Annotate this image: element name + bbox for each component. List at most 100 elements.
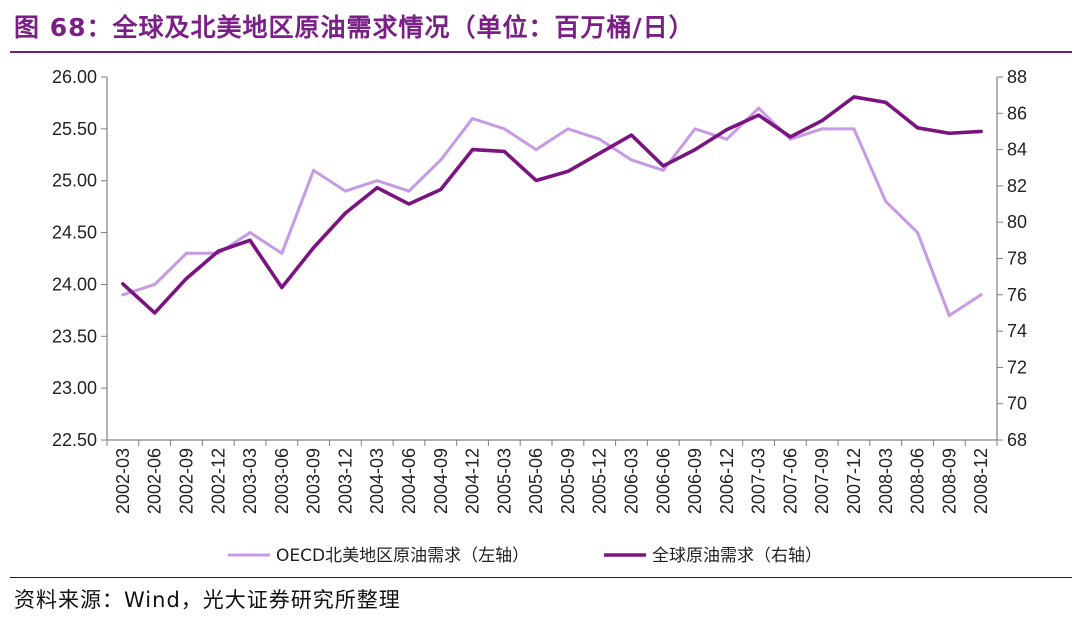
data-point <box>757 106 761 110</box>
title-rule <box>10 51 1072 53</box>
x-axis-ticks: 2002-03 2002-06 2002-09 2002-12 2003-03 2003-… <box>106 440 998 514</box>
x-tick-label: 2002-03 <box>113 448 133 514</box>
data-point <box>629 158 633 162</box>
x-tick-label: 2005-06 <box>526 448 546 514</box>
x-tick-label: 2007-03 <box>749 448 769 514</box>
x-tick-label: 2002-06 <box>145 448 165 514</box>
x-tick-label: 2005-03 <box>494 448 514 514</box>
series-points-1 <box>121 95 983 315</box>
chart-legend: OECD北美地区原油需求（左轴） 全球原油需求（右轴） <box>228 546 822 566</box>
right-tick-label: 76 <box>1007 285 1027 305</box>
data-point <box>439 158 443 162</box>
data-point <box>725 128 729 132</box>
x-tick-label: 2006-06 <box>653 448 673 514</box>
data-point <box>248 238 252 242</box>
data-point <box>725 137 729 141</box>
data-point <box>947 314 951 318</box>
data-point <box>884 199 888 203</box>
x-tick-label: 2004-06 <box>399 448 419 514</box>
left-tick-label: 24.00 <box>52 274 97 294</box>
x-tick-label: 2004-12 <box>463 448 483 514</box>
x-tick-label: 2007-06 <box>780 448 800 514</box>
x-tick-label: 2004-03 <box>367 448 387 514</box>
right-tick-label: 80 <box>1007 212 1027 232</box>
right-tick-label: 78 <box>1007 249 1027 269</box>
series-line-oecd-north-america <box>121 106 983 318</box>
data-point <box>661 168 665 172</box>
data-point <box>947 131 951 135</box>
data-point <box>884 100 888 104</box>
x-tick-label: 2005-09 <box>558 448 578 514</box>
data-point <box>280 251 284 255</box>
data-point <box>502 149 506 153</box>
data-point <box>343 211 347 215</box>
data-point <box>566 169 570 173</box>
x-tick-label: 2003-03 <box>240 448 260 514</box>
x-tick-label: 2003-06 <box>272 448 292 514</box>
data-point <box>153 282 157 286</box>
left-tick-label: 22.50 <box>52 430 97 450</box>
data-point <box>407 189 411 193</box>
data-point <box>788 135 792 139</box>
data-point <box>979 129 983 133</box>
data-point <box>693 148 697 152</box>
data-point <box>343 189 347 193</box>
data-point <box>280 286 284 290</box>
data-point <box>566 127 570 131</box>
right-tick-label: 68 <box>1007 430 1027 450</box>
data-point <box>471 148 475 152</box>
x-tick-label: 2004-09 <box>431 448 451 514</box>
data-point <box>121 293 125 297</box>
right-tick-label: 82 <box>1007 176 1027 196</box>
data-point <box>312 246 316 250</box>
data-point <box>375 179 379 183</box>
data-point <box>439 188 443 192</box>
legend-label: OECD北美地区原油需求（左轴） <box>276 546 529 566</box>
right-tick-label: 72 <box>1007 357 1027 377</box>
right-tick-label: 88 <box>1007 67 1027 87</box>
data-point <box>693 127 697 131</box>
data-point <box>979 293 983 297</box>
x-tick-label: 2002-12 <box>208 448 228 514</box>
data-point <box>216 249 220 253</box>
data-point <box>629 133 633 137</box>
data-point <box>121 282 125 286</box>
right-tick-label: 70 <box>1007 394 1027 414</box>
data-point <box>534 148 538 152</box>
data-point <box>661 164 665 168</box>
right-axis-ticks: 68 70 72 74 76 78 80 82 84 86 88 <box>997 67 1027 450</box>
data-point <box>184 276 188 280</box>
data-point <box>852 95 856 99</box>
data-point <box>852 127 856 131</box>
x-tick-label: 2008-12 <box>971 448 991 514</box>
data-point <box>184 251 188 255</box>
left-tick-label: 26.00 <box>52 67 97 87</box>
data-point <box>502 127 506 131</box>
x-tick-label: 2006-09 <box>685 448 705 514</box>
left-tick-label: 24.50 <box>52 223 97 243</box>
data-point <box>916 231 920 235</box>
right-tick-label: 86 <box>1007 103 1027 123</box>
data-point <box>534 178 538 182</box>
data-point <box>916 126 920 130</box>
right-tick-label: 74 <box>1007 321 1027 341</box>
data-point <box>598 151 602 155</box>
legend-label: 全球原油需求（右轴） <box>652 546 822 566</box>
left-tick-label: 23.00 <box>52 378 97 398</box>
left-tick-label: 25.00 <box>52 171 97 191</box>
data-point <box>471 116 475 120</box>
data-point <box>248 231 252 235</box>
data-point <box>312 168 316 172</box>
left-tick-label: 23.50 <box>52 326 97 346</box>
x-tick-label: 2002-09 <box>176 448 196 514</box>
left-axis-ticks: 22.50 23.00 23.50 24.00 24.50 25.00 25.50 26.00 <box>52 67 107 450</box>
x-tick-label: 2006-03 <box>621 448 641 514</box>
x-tick-label: 2008-03 <box>876 448 896 514</box>
data-point <box>375 186 379 190</box>
data-point <box>407 202 411 206</box>
data-point <box>598 137 602 141</box>
left-tick-label: 25.50 <box>52 119 97 139</box>
data-point <box>757 113 761 117</box>
x-tick-label: 2008-06 <box>908 448 928 514</box>
